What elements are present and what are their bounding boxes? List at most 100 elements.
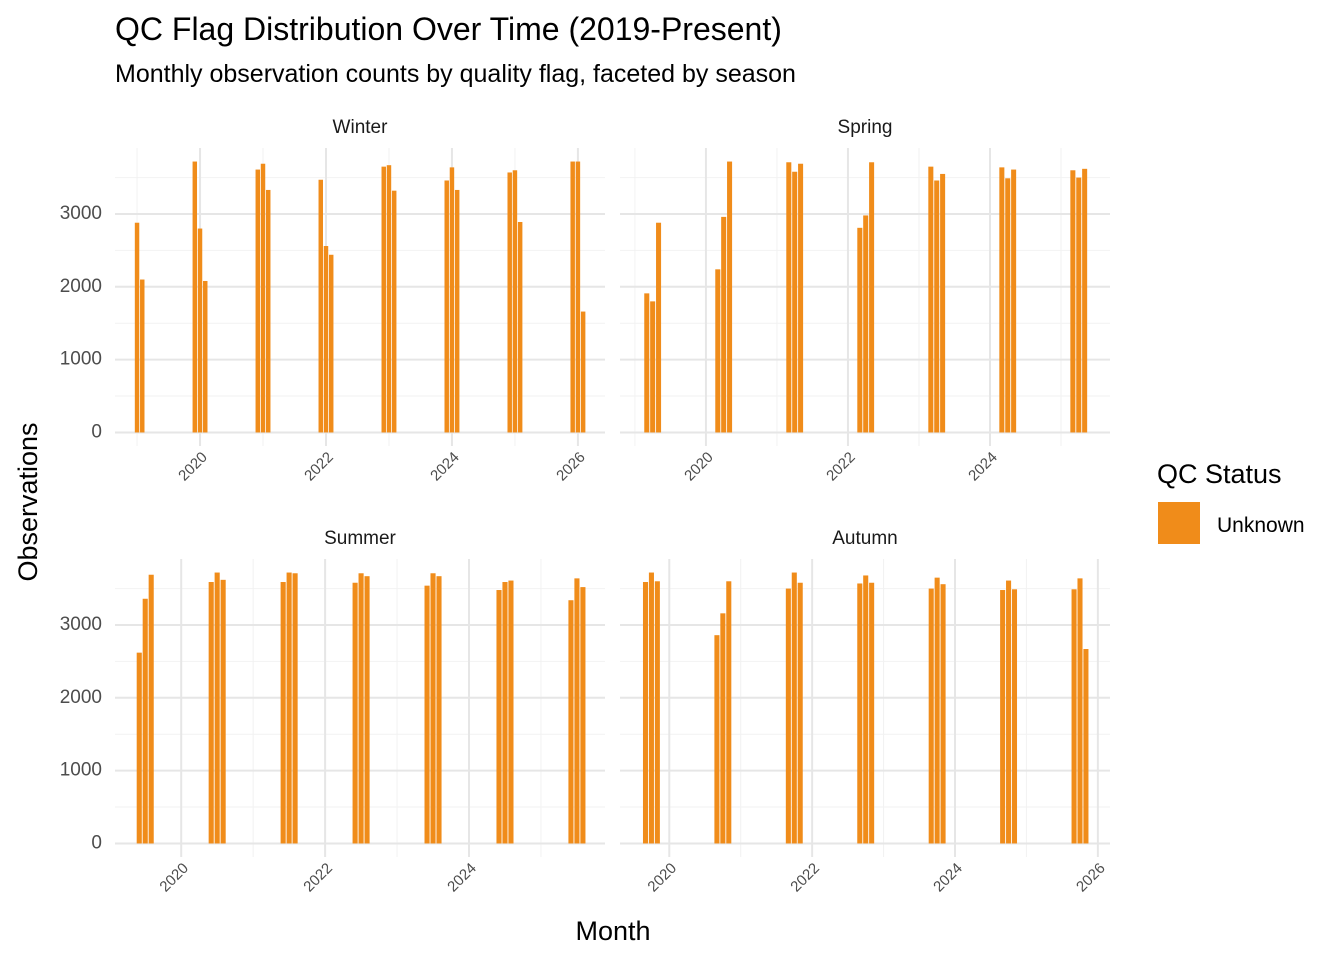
bar (785, 588, 791, 844)
bar (1071, 589, 1077, 844)
x-axis-label: Month (575, 916, 650, 946)
bar (574, 578, 580, 844)
bar (857, 227, 863, 433)
bar (292, 573, 298, 844)
x-tick-label: 2026 (1073, 860, 1109, 896)
bar (436, 576, 442, 844)
bar (721, 216, 727, 433)
bar (1083, 649, 1089, 844)
bar (148, 574, 154, 844)
bar (654, 581, 660, 844)
bar (136, 652, 142, 844)
bar (1070, 170, 1076, 433)
bar (857, 583, 863, 844)
bar (197, 228, 203, 433)
bar (444, 180, 449, 433)
y-tick-label: 2000 (60, 687, 102, 708)
x-tick-label: 2024 (930, 860, 966, 896)
bar (1076, 177, 1082, 433)
bar (570, 161, 575, 433)
bar (999, 167, 1005, 433)
bar (792, 171, 798, 433)
bar (203, 280, 208, 433)
x-tick-label: 2026 (553, 449, 589, 485)
bar (496, 590, 502, 844)
bar (1011, 169, 1017, 433)
y-tick-label: 3000 (60, 614, 102, 635)
x-tick-label: 2022 (301, 449, 337, 485)
x-tick-label: 2020 (156, 860, 192, 896)
y-tick-label: 0 (91, 832, 102, 853)
bar (1011, 589, 1018, 844)
bar (726, 581, 732, 844)
bar (255, 169, 261, 433)
bar (869, 582, 875, 844)
bar (507, 172, 512, 433)
bar (508, 580, 514, 844)
bar (934, 180, 940, 433)
facet-title: Winter (333, 117, 389, 138)
bar (280, 582, 286, 844)
bar (430, 573, 436, 844)
bar (512, 170, 518, 433)
y-tick-label: 1000 (60, 349, 102, 370)
legend-key (1158, 502, 1200, 544)
bar (140, 279, 145, 433)
facet-title: Spring (838, 117, 893, 138)
bar (424, 585, 430, 844)
bar (940, 173, 946, 433)
bar (934, 577, 940, 844)
x-tick-label: 2020 (175, 449, 211, 485)
bar (449, 167, 455, 433)
bar (286, 572, 292, 844)
bar (720, 613, 726, 844)
bar (214, 572, 220, 844)
bar (1082, 168, 1088, 433)
bar (568, 600, 574, 844)
y-axis-label: Observations (13, 422, 43, 581)
bar (364, 576, 370, 844)
bar (797, 582, 803, 844)
legend-title: QC Status (1157, 459, 1282, 489)
bar (940, 584, 946, 844)
bar (352, 582, 358, 844)
x-tick-label: 2020 (644, 860, 680, 896)
bar (318, 179, 323, 433)
bar (642, 582, 649, 844)
legend-label: Unknown (1217, 514, 1305, 537)
bar (656, 222, 662, 433)
y-tick-label: 3000 (60, 203, 102, 224)
bar (328, 254, 334, 433)
chart-subtitle: Monthly observation counts by quality fl… (115, 60, 796, 88)
bar (1006, 580, 1012, 844)
bar (863, 575, 869, 844)
bar (869, 162, 875, 433)
bar (648, 572, 654, 844)
bar (1077, 578, 1083, 844)
bar (260, 163, 266, 433)
bar (454, 189, 460, 433)
bar (798, 163, 804, 433)
bar (928, 166, 934, 433)
chart-title: QC Flag Distribution Over Time (2019-Pre… (115, 11, 782, 47)
facet-title: Summer (324, 528, 396, 549)
bar (727, 161, 733, 433)
bar (266, 189, 271, 433)
bar (715, 269, 721, 433)
x-tick-label: 2022 (300, 860, 336, 896)
bar (142, 598, 148, 844)
y-tick-label: 2000 (60, 276, 102, 297)
x-tick-label: 2024 (444, 860, 480, 896)
bar (1005, 178, 1011, 433)
bar (134, 222, 140, 433)
x-tick-label: 2022 (823, 449, 859, 485)
bar (575, 161, 581, 433)
bar (714, 635, 720, 844)
bar (863, 215, 869, 433)
bar (192, 161, 198, 433)
y-tick-label: 0 (91, 421, 102, 442)
bar (386, 165, 392, 433)
bar (1000, 590, 1006, 844)
x-tick-label: 2022 (787, 860, 823, 896)
bar (323, 246, 329, 433)
